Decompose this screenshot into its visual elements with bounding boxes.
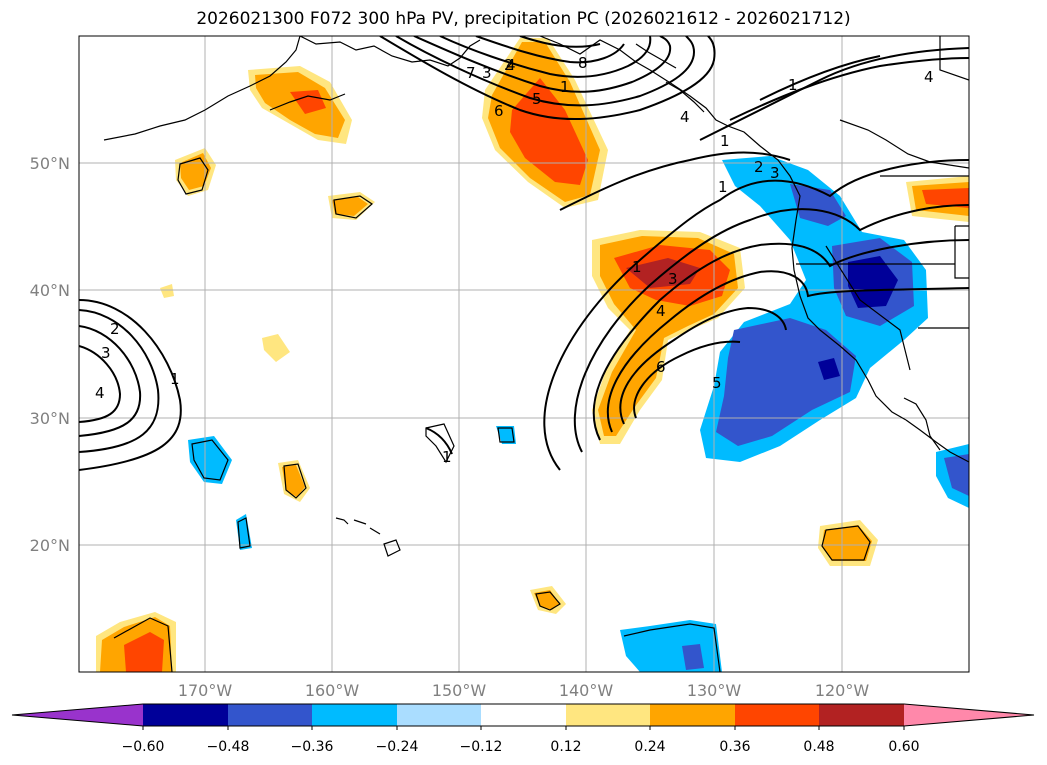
contour-label: 7: [466, 64, 476, 82]
latitude-labels: 50°N 40°N 30°N 20°N: [30, 154, 70, 555]
colorbar-segment: [904, 704, 1034, 726]
colorbar-segment: [735, 704, 819, 726]
colorbar-segment: [566, 704, 650, 726]
contour-label: 6: [656, 358, 666, 376]
contour-label: 8: [578, 54, 588, 72]
precip-blob-positive: [534, 590, 560, 610]
contour-label: 4: [95, 384, 105, 402]
colorbar-segment: [650, 704, 735, 726]
precip-blob-positive: [822, 525, 872, 561]
lon-label: 160°W: [305, 681, 360, 700]
colorbar-tick-label: −0.60: [122, 739, 165, 755]
colorbar-tick-label: 0.12: [550, 739, 581, 755]
colorbar-tick-label: 0.48: [803, 739, 834, 755]
lon-label: 170°W: [178, 681, 233, 700]
contour-label: 3: [101, 344, 111, 362]
precip-blob-positive: [510, 78, 588, 185]
contour-label: 4: [506, 56, 516, 74]
colorbar-segment: [143, 704, 228, 726]
precip-blob-positive: [332, 197, 368, 216]
precip-blob-positive: [282, 465, 305, 497]
contour-label: 3: [668, 270, 678, 288]
precip-blob-negative: [496, 426, 516, 444]
contour-label: 1: [560, 78, 570, 96]
contour-label: 1: [442, 448, 452, 466]
precip-blob-positive: [922, 188, 969, 208]
precip-blob-negative: [944, 454, 969, 496]
precip-blob-positive: [160, 284, 174, 298]
colorbar-segment: [228, 704, 312, 726]
colorbar-tick-label: −0.12: [460, 739, 503, 755]
precip-blob-negative: [682, 644, 704, 670]
colorbar-segment: [819, 704, 904, 726]
contour-label: 4: [656, 302, 666, 320]
lat-label: 20°N: [30, 536, 70, 555]
map-frame: [78, 35, 970, 673]
lat-label: 50°N: [30, 154, 70, 173]
colorbar-ticks: −0.60 −0.48 −0.36 −0.24 −0.12 0.12 0.24 …: [122, 739, 920, 755]
contour-label: 1: [632, 258, 642, 276]
contour-label: 5: [532, 90, 542, 108]
contour-label: 5: [712, 374, 722, 392]
precip-blob-positive: [124, 632, 164, 672]
contour-labels: 1 2 3 4 5 6 7 8 1 2 3 4 1 3 4 5 6 1 4 1 …: [95, 54, 934, 466]
precip-blob-negative: [716, 318, 856, 446]
colorbar-segment: [397, 704, 481, 726]
precip-shading: [96, 38, 969, 672]
lon-label: 140°W: [559, 681, 614, 700]
contour-label: 1: [718, 178, 728, 196]
contour-label: 1: [788, 76, 798, 94]
lon-label: 120°W: [815, 681, 870, 700]
gridlines: [79, 36, 969, 672]
longitude-labels: 170°W 160°W 150°W 140°W 130°W 120°W: [178, 681, 870, 700]
precip-blob-negative: [188, 436, 232, 484]
map-area: 1 2 3 4 5 6 7 8 1 2 3 4 1 3 4 5 6 1 4 1 …: [79, 36, 969, 672]
colorbar-tick-label: 0.60: [888, 739, 919, 755]
precip-blob-negative: [848, 256, 898, 308]
contour-label: 1: [170, 370, 180, 388]
contour-label: 4: [924, 68, 934, 86]
precip-blob-positive: [262, 334, 290, 362]
contour-label: 2: [504, 56, 514, 74]
contour-label: 2: [110, 320, 120, 338]
colorbar-segment: [12, 704, 143, 726]
colorbar-tick-label: −0.24: [376, 739, 419, 755]
colorbar-tick-label: 0.36: [719, 739, 750, 755]
lon-label: 130°W: [687, 681, 742, 700]
contour-label: 6: [494, 102, 504, 120]
pv-contours: [79, 36, 969, 471]
colorbar-tick-label: 0.24: [634, 739, 665, 755]
lat-label: 30°N: [30, 409, 70, 428]
colorbar: [11, 703, 1035, 730]
precip-blob-negative: [818, 358, 840, 380]
map-title: 2026021300 F072 300 hPa PV, precipitatio…: [196, 9, 851, 29]
colorbar-segment: [312, 704, 397, 726]
colorbar-tick-label: −0.36: [291, 739, 334, 755]
contour-label: 3: [482, 64, 492, 82]
coastlines: [103, 36, 969, 672]
lat-label: 40°N: [30, 281, 70, 300]
contour-label: 4: [680, 108, 690, 126]
precip-blob-positive: [290, 90, 326, 114]
contour-label: 2: [754, 158, 764, 176]
colorbar-tick-label: −0.48: [207, 739, 250, 755]
contour-label: 3: [770, 164, 780, 182]
colorbar-segment: [481, 704, 566, 726]
contour-label: 1: [720, 132, 730, 150]
lon-label: 150°W: [432, 681, 487, 700]
